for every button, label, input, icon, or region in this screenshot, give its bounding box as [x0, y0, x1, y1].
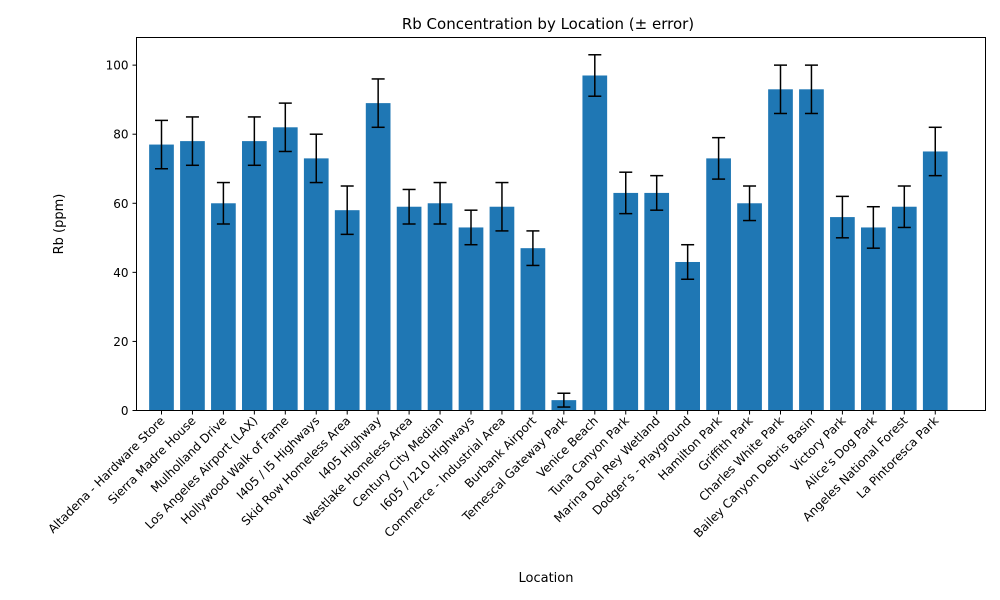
bar	[180, 141, 205, 411]
bar	[582, 75, 608, 411]
error-bar	[155, 119, 168, 170]
error-bar	[650, 174, 664, 211]
error-bar	[774, 64, 787, 115]
bar	[891, 206, 917, 411]
y-tick-label: 40	[113, 266, 128, 280]
error-bar	[681, 243, 695, 281]
y-axis-label: Rb (ppm)	[52, 194, 67, 255]
error-bar	[712, 136, 726, 180]
bar	[675, 261, 700, 411]
bar	[149, 144, 174, 411]
bar	[768, 89, 793, 411]
bar	[861, 227, 886, 411]
bar	[303, 158, 329, 411]
bar	[242, 141, 267, 411]
error-bar	[804, 64, 818, 115]
bar	[396, 206, 422, 411]
plot-frame	[136, 37, 986, 411]
error-bars-group	[155, 54, 942, 408]
y-tick-label: 80	[113, 128, 128, 142]
bar	[458, 227, 484, 411]
bar	[520, 248, 546, 411]
y-tick-label: 100	[106, 59, 129, 73]
bar	[706, 158, 731, 411]
error-bar	[866, 205, 880, 249]
bar	[613, 192, 639, 411]
x-axis-label: Location	[519, 571, 574, 586]
bar	[830, 217, 855, 411]
bar	[644, 192, 670, 411]
y-tick-label: 20	[113, 335, 128, 349]
error-bar	[464, 209, 478, 246]
bar	[365, 103, 391, 411]
error-bar	[619, 171, 633, 215]
error-bar	[928, 126, 942, 177]
bar	[489, 206, 515, 411]
error-bar	[743, 185, 757, 222]
error-bar	[433, 181, 447, 225]
error-bar	[340, 185, 354, 236]
error-bar	[835, 195, 849, 239]
bar	[427, 203, 453, 411]
bar	[334, 210, 360, 411]
error-bar	[495, 181, 509, 232]
error-bar	[216, 181, 230, 225]
bar	[272, 127, 298, 411]
error-bar	[588, 54, 602, 97]
error-bar	[278, 102, 292, 153]
error-bar	[526, 230, 540, 267]
error-bar	[247, 116, 261, 167]
bars-group	[149, 75, 948, 411]
chart-title: Rb Concentration by Location (± error)	[402, 15, 694, 33]
error-bar	[557, 392, 571, 408]
error-bar	[185, 116, 199, 167]
bar	[737, 203, 762, 411]
y-tick-label: 60	[113, 197, 128, 211]
error-bar	[402, 188, 416, 225]
bar	[922, 151, 948, 411]
bar	[799, 89, 824, 411]
bar	[211, 203, 236, 411]
error-bar	[371, 78, 385, 129]
y-axis: 0 20 40 60 80 100	[106, 59, 137, 418]
error-bar	[309, 133, 323, 184]
y-tick-label: 0	[121, 404, 129, 418]
error-bar	[897, 185, 911, 229]
